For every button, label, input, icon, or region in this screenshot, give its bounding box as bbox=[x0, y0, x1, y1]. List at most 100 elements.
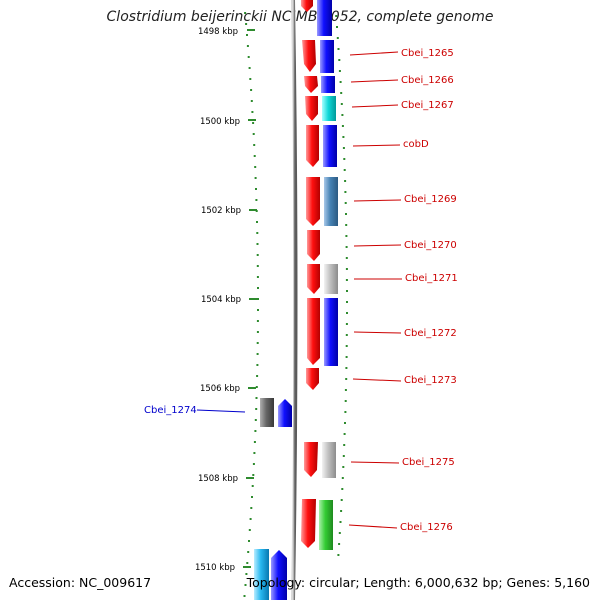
gene-label-cbei-1276[interactable]: Cbei_1276 bbox=[400, 522, 453, 533]
cog-box-1276[interactable] bbox=[319, 500, 333, 550]
outer-dot bbox=[340, 92, 343, 94]
gene-label-cbei-1270[interactable]: Cbei_1270 bbox=[404, 240, 457, 251]
scale-dot bbox=[247, 56, 250, 58]
outer-dot bbox=[344, 411, 347, 413]
outer-dot bbox=[336, 26, 338, 28]
scale-dot bbox=[250, 507, 253, 509]
scale-dot bbox=[255, 408, 258, 410]
scale-dot bbox=[244, 12, 247, 14]
scale-dot bbox=[252, 122, 255, 124]
genome-backbone bbox=[291, 0, 298, 600]
scale-dot bbox=[249, 518, 252, 520]
outer-dot bbox=[345, 257, 348, 259]
scale-dot bbox=[256, 221, 258, 223]
cog-box-1266[interactable] bbox=[321, 76, 335, 93]
cog-box-bottom[interactable] bbox=[254, 549, 269, 600]
scale-dot bbox=[253, 155, 256, 157]
scale-dot bbox=[244, 584, 247, 586]
cds-arrow-1265a[interactable] bbox=[301, 0, 313, 12]
gene-label-cbei-1275[interactable]: Cbei_1275 bbox=[402, 457, 455, 468]
outer-dot bbox=[345, 345, 348, 347]
cds-arrow-1267[interactable] bbox=[305, 96, 318, 121]
scale-dot bbox=[256, 353, 259, 355]
scale-dot bbox=[254, 430, 257, 432]
outer-dot bbox=[342, 466, 345, 468]
genome-title: Clostridium beijerinckii NCIMB 8052, com… bbox=[106, 9, 494, 25]
cds-arrow-1271[interactable] bbox=[307, 264, 320, 294]
cds-arrow-1276[interactable] bbox=[301, 499, 316, 548]
outer-dot bbox=[341, 125, 344, 127]
gene-label-cbei-1272[interactable]: Cbei_1272 bbox=[404, 328, 457, 339]
cds-arrow-cobD[interactable] bbox=[306, 125, 319, 167]
outer-dot bbox=[345, 323, 348, 325]
gene-label-cbei-1265[interactable]: Cbei_1265 bbox=[401, 48, 454, 59]
svg-text:1500 kbp: 1500 kbp bbox=[200, 117, 240, 127]
outer-dot bbox=[345, 246, 348, 248]
gene-labels: Cbei_1265 Cbei_1266 Cbei_1267 cobD Cbei_… bbox=[144, 48, 458, 533]
cds-arrow-1273[interactable] bbox=[306, 368, 319, 390]
outer-dot bbox=[344, 400, 347, 402]
cds-arrow-1269[interactable] bbox=[306, 177, 320, 226]
outer-dot bbox=[342, 147, 345, 149]
gene-label-cbei-1274[interactable]: Cbei_1274 bbox=[144, 405, 197, 416]
leader-lines bbox=[196, 51, 402, 529]
gene-label-cbei-1266[interactable]: Cbei_1266 bbox=[401, 75, 454, 86]
outer-dot bbox=[344, 389, 347, 391]
cds-arrow-1266[interactable] bbox=[304, 76, 318, 93]
scale-dot bbox=[247, 551, 250, 553]
scale-mark-1500: 1500 kbp bbox=[200, 117, 256, 127]
scale-labels: 1498 kbp 1500 kbp 1502 kbp 1504 kbp 1506… bbox=[195, 27, 257, 573]
scale-dot bbox=[254, 419, 257, 421]
scale-dot bbox=[257, 298, 259, 300]
scale-dot bbox=[256, 331, 259, 333]
scale-dot bbox=[245, 23, 248, 25]
scale-dot bbox=[256, 320, 259, 322]
scale-dot bbox=[251, 496, 253, 498]
scale-mark-1504: 1504 kbp bbox=[201, 295, 257, 305]
scale-dot bbox=[249, 78, 252, 80]
cog-box-1275[interactable] bbox=[322, 442, 336, 478]
scale-dot bbox=[254, 177, 257, 179]
outer-dot bbox=[338, 532, 341, 534]
gene-label-cbei-1271[interactable]: Cbei_1271 bbox=[405, 273, 458, 284]
genome-summary-label: Topology: circular; Length: 6,000,632 bp… bbox=[246, 575, 590, 590]
cog-box-1267[interactable] bbox=[322, 96, 336, 121]
scale-mark-1508: 1508 kbp bbox=[198, 474, 254, 484]
scale-dot bbox=[256, 375, 259, 377]
cds-arrow-1270[interactable] bbox=[307, 230, 320, 261]
cog-box-1265[interactable] bbox=[320, 40, 334, 73]
cog-box-cobD[interactable] bbox=[323, 125, 337, 167]
cds-arrow-1272[interactable] bbox=[307, 298, 320, 365]
scale-dot bbox=[256, 254, 259, 256]
svg-text:1498 kbp: 1498 kbp bbox=[198, 27, 238, 37]
scale-dot bbox=[255, 386, 258, 388]
gene-label-cbei-1273[interactable]: Cbei_1273 bbox=[404, 375, 457, 386]
gene-label-cbei-1267[interactable]: Cbei_1267 bbox=[401, 100, 454, 111]
cog-box-1269[interactable] bbox=[324, 177, 338, 226]
cds-arrow-bottom[interactable] bbox=[271, 550, 287, 600]
outer-dot bbox=[341, 114, 344, 116]
cog-box-1272[interactable] bbox=[324, 298, 338, 366]
scale-track bbox=[243, 12, 259, 597]
cog-box-1274[interactable] bbox=[260, 398, 274, 427]
outer-dot bbox=[346, 312, 348, 314]
svg-text:1508 kbp: 1508 kbp bbox=[198, 474, 238, 484]
cog-box-top[interactable] bbox=[317, 0, 332, 36]
gene-label-cobd[interactable]: cobD bbox=[403, 139, 429, 150]
scale-dot bbox=[256, 276, 259, 278]
outer-dot bbox=[336, 37, 339, 39]
outer-dot bbox=[343, 169, 346, 171]
cds-arrow-1274[interactable] bbox=[278, 399, 292, 427]
cog-track bbox=[317, 0, 338, 550]
scale-dot bbox=[253, 452, 256, 454]
cds-arrow-1265[interactable] bbox=[302, 40, 316, 72]
scale-dot bbox=[250, 89, 253, 91]
scale-dot bbox=[252, 133, 255, 135]
outer-dot bbox=[344, 180, 347, 182]
cog-box-1271[interactable] bbox=[324, 264, 338, 294]
outer-dot bbox=[337, 554, 340, 556]
gene-label-cbei-1269[interactable]: Cbei_1269 bbox=[404, 194, 457, 205]
cds-arrow-1275[interactable] bbox=[304, 442, 318, 477]
scale-dot bbox=[251, 111, 254, 113]
